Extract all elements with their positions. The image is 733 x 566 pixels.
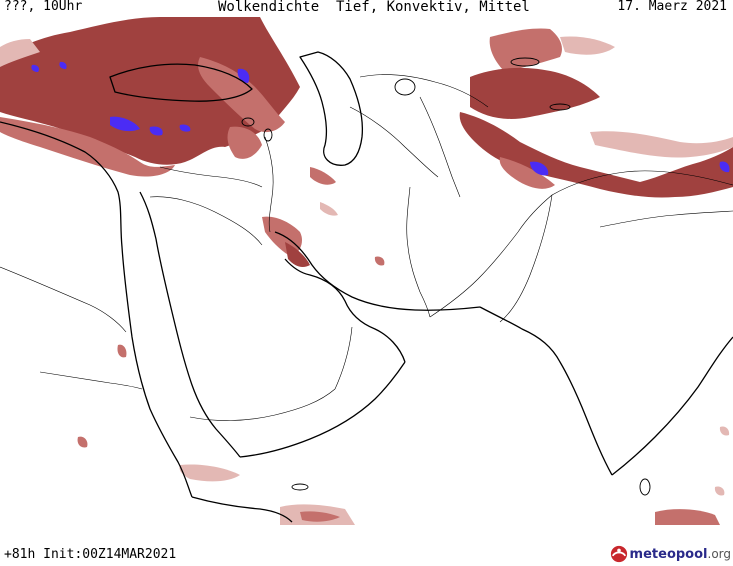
border-saudi-jordan (149, 196, 263, 246)
lake-van (241, 117, 255, 127)
convective-cell-2 (149, 126, 163, 136)
cloud-area-yemen-south (179, 464, 240, 482)
border-layer (0, 74, 733, 421)
border-iraq-iran (264, 136, 274, 233)
cloud-cell-redsea (117, 344, 127, 358)
cloud-cell-sudan (77, 436, 88, 448)
meteopool-logo[interactable]: meteopool.org (610, 544, 731, 564)
lake-aral (394, 78, 416, 96)
island-socotra (291, 483, 309, 491)
cloud-area-west-edge (0, 39, 40, 67)
logo-brand: meteopool (629, 546, 708, 562)
convective-cell-3 (179, 124, 191, 132)
coast-arabia-south (239, 361, 406, 458)
cloud-area-iran-north (310, 167, 336, 185)
convective-cell-8 (719, 161, 730, 173)
border-china (551, 170, 733, 196)
island-sri-lanka (639, 478, 651, 496)
map-title: Wolkendichte Tief, Konvektiv, Mittel (218, 0, 530, 15)
border-egypt-sudan (39, 371, 143, 390)
border-kazakh (359, 74, 489, 108)
cloud-cell-saudi (374, 256, 385, 266)
coast-gulf (284, 258, 406, 363)
cloud-area-med-lower (0, 117, 175, 177)
cloud-area-north-tail (560, 36, 615, 55)
cloud-area-iran-sw (320, 202, 338, 216)
border-saudi-oman (334, 326, 353, 390)
cloud-area-hindukush (459, 112, 733, 198)
border-turkmen (349, 106, 439, 178)
lakes-layer (241, 57, 651, 496)
lake-issyk (549, 103, 571, 111)
cloud-cover-layer (0, 17, 733, 525)
convective-cell-7 (530, 161, 549, 176)
cloud-cell-east (719, 426, 730, 436)
cloud-area-bay-south (655, 509, 720, 525)
convective-max-layer (31, 61, 730, 176)
cloud-area-arabian-sea-2 (300, 511, 340, 522)
coastline-layer (0, 51, 733, 523)
lake-urmia (263, 128, 273, 142)
coast-med-south (0, 121, 193, 498)
coast-iran-south (274, 231, 481, 311)
coast-india-east (611, 336, 733, 476)
convective-cell-1 (110, 116, 140, 132)
border-pak-india (499, 194, 553, 323)
coast-horn (191, 496, 293, 523)
cloud-area-kashmir (499, 157, 555, 189)
meteopool-logo-text: meteopool.org (630, 547, 731, 562)
convective-cell-5 (31, 64, 40, 72)
border-syria-iraq (159, 166, 263, 188)
valid-date: 17. Maerz 2021 (617, 0, 727, 14)
border-afghan-pak (429, 194, 553, 318)
lake-balkhash (510, 57, 540, 67)
border-saudi-yemen (189, 388, 336, 421)
coast-black-sea (109, 63, 253, 102)
weather-map (0, 17, 733, 525)
border-uzbek (419, 96, 461, 198)
coast-caspian (299, 51, 364, 166)
cloud-area-turkey (0, 17, 300, 165)
valid-weekday-hour: ???, 10Uhr (4, 0, 83, 14)
coast-arabia-west (139, 191, 241, 458)
convective-cell-6 (59, 61, 67, 69)
border-nepal (599, 210, 733, 228)
logo-tld: .org (707, 546, 732, 561)
border-egypt-libya (0, 266, 127, 333)
forecast-init-label: +81h Init:00Z14MAR2021 (4, 547, 177, 562)
cloud-area-tian-shan (470, 67, 600, 119)
cloud-area-zagros-2 (285, 242, 310, 267)
meteopool-logo-icon (610, 545, 627, 563)
cloud-area-kazakh (489, 28, 562, 72)
border-iran-afghan (406, 186, 431, 318)
coast-india-west (479, 306, 613, 476)
cloud-cell-india-e (714, 486, 725, 496)
cloud-area-himalaya-light (590, 131, 733, 158)
cloud-area-iraq-north (227, 126, 262, 159)
